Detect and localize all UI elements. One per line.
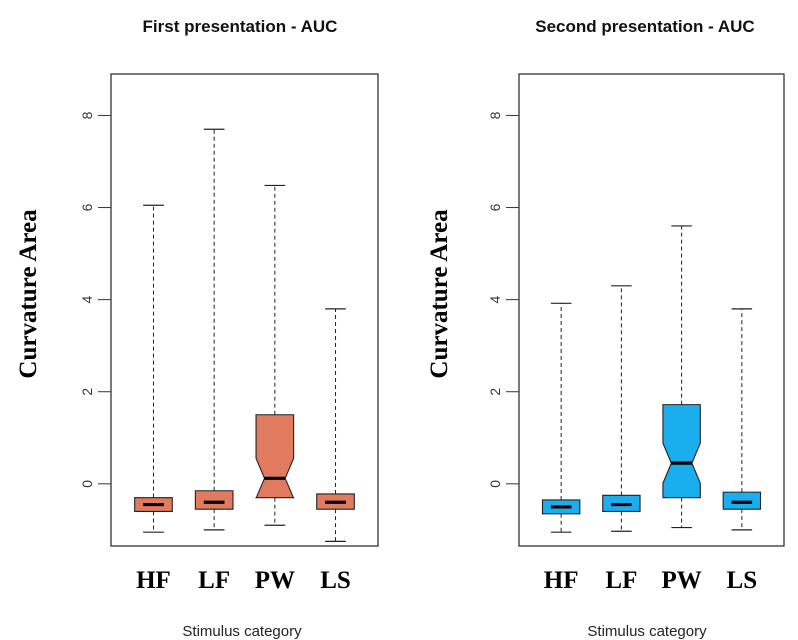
- chart-title: First presentation - AUC: [143, 17, 338, 36]
- x-axis-label: Stimulus category: [182, 623, 302, 640]
- x-axis-label: Stimulus category: [587, 623, 707, 640]
- box-LS: [722, 308, 762, 531]
- y-tick-label: 0: [79, 480, 95, 488]
- panel-second-presentation: Second presentation - AUC Curvature Area…: [426, 17, 785, 640]
- y-tick-label: 8: [79, 111, 95, 119]
- category-label: LF: [198, 567, 230, 594]
- box-PW: [662, 225, 701, 529]
- box-LF: [602, 285, 641, 532]
- box-HF: [541, 302, 581, 533]
- category-label: LS: [727, 567, 758, 594]
- plot-frame: [518, 73, 785, 547]
- iqr-box: [194, 490, 234, 510]
- panel-first-presentation: First presentation - AUC Curvature Area …: [15, 17, 379, 640]
- box-LS: [316, 308, 355, 542]
- chart-title: Second presentation - AUC: [535, 17, 754, 36]
- y-tick-label: 2: [487, 388, 503, 396]
- y-tick-label: 0: [487, 480, 503, 488]
- iqr-box: [722, 491, 762, 510]
- box-PW: [255, 184, 295, 526]
- category-label: PW: [255, 567, 295, 594]
- y-axis-label: Curvature Area: [426, 209, 453, 379]
- y-axis-label: Curvature Area: [15, 209, 42, 379]
- y-tick-label: 2: [79, 388, 95, 396]
- plot-frame: [110, 73, 379, 547]
- y-tick-label: 4: [79, 296, 95, 304]
- iqr-box: [255, 414, 295, 499]
- category-label: PW: [661, 567, 701, 594]
- y-tick-label: 6: [79, 203, 95, 211]
- category-label: LF: [605, 567, 637, 594]
- iqr-box: [662, 404, 701, 499]
- y-tick-label: 8: [487, 111, 503, 119]
- y-tick-label: 6: [487, 203, 503, 211]
- category-label: LS: [320, 567, 351, 594]
- category-label: HF: [544, 567, 579, 594]
- box-LF: [194, 128, 234, 531]
- box-HF: [134, 204, 173, 533]
- category-label: HF: [136, 567, 171, 594]
- y-tick-label: 4: [487, 296, 503, 304]
